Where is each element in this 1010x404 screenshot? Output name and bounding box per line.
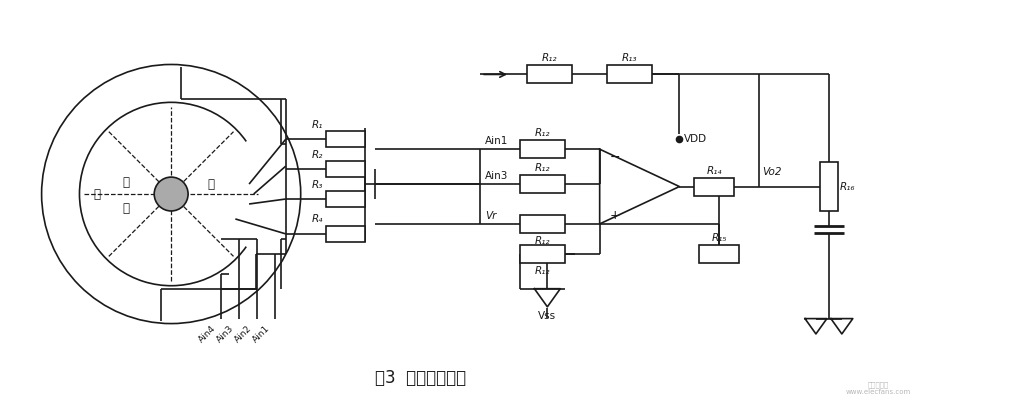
Text: Vss: Vss [538,311,557,321]
Bar [694,178,734,196]
Text: Ain3: Ain3 [485,171,508,181]
Text: Ain4: Ain4 [197,324,218,344]
Text: Ain3: Ain3 [215,324,236,344]
Bar [325,131,366,147]
Text: R₄: R₄ [311,215,322,225]
Bar [520,175,565,193]
Text: R₁₂: R₁₂ [534,128,550,138]
Text: R₂: R₂ [311,149,322,160]
Text: Ain1: Ain1 [251,324,272,344]
Text: R₁₂: R₁₂ [534,236,550,246]
Bar [527,65,573,83]
Bar [325,161,366,177]
Text: R₁₂: R₁₂ [534,163,550,173]
Text: −: − [609,151,620,164]
Text: R₁₃: R₁₃ [622,53,637,63]
Bar [325,191,366,207]
Text: Vo2: Vo2 [763,166,782,177]
Text: R₁₄: R₁₄ [707,166,722,176]
Bar [820,162,838,211]
Bar [520,215,565,233]
Text: VDD: VDD [685,134,708,144]
Text: R₁₂: R₁₂ [542,53,558,63]
Circle shape [155,177,188,211]
Text: Vr: Vr [485,211,497,221]
Text: R₁: R₁ [311,120,322,130]
Text: R₁₅: R₁₅ [711,233,727,243]
Bar [520,140,565,158]
Text: 三: 三 [123,202,130,215]
Text: 电子发烧友
www.elecfans.com: 电子发烧友 www.elecfans.com [846,381,911,395]
Bar [325,226,366,242]
Bar [607,65,652,83]
Text: R₁₆: R₁₆ [840,181,855,191]
Text: +: + [609,209,620,223]
Bar [699,245,739,263]
Text: Ain1: Ain1 [485,136,508,146]
Text: Ain2: Ain2 [233,324,254,344]
Text: 图3  信号检测电路: 图3 信号检测电路 [375,369,466,387]
Text: 二: 二 [207,178,214,191]
Text: 一: 一 [123,176,130,189]
Text: R₁₂: R₁₂ [534,266,550,276]
Circle shape [80,102,263,286]
Bar [520,245,565,263]
Text: 四: 四 [93,187,100,200]
Text: R₃: R₃ [311,179,322,189]
Circle shape [41,65,301,324]
